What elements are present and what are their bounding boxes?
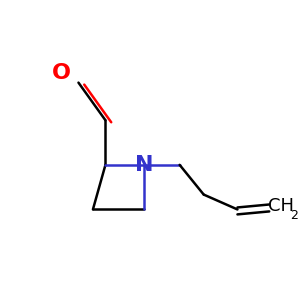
Text: O: O [52,63,70,83]
Text: 2: 2 [290,209,298,222]
Text: N: N [135,155,153,175]
Text: CH: CH [268,197,294,215]
